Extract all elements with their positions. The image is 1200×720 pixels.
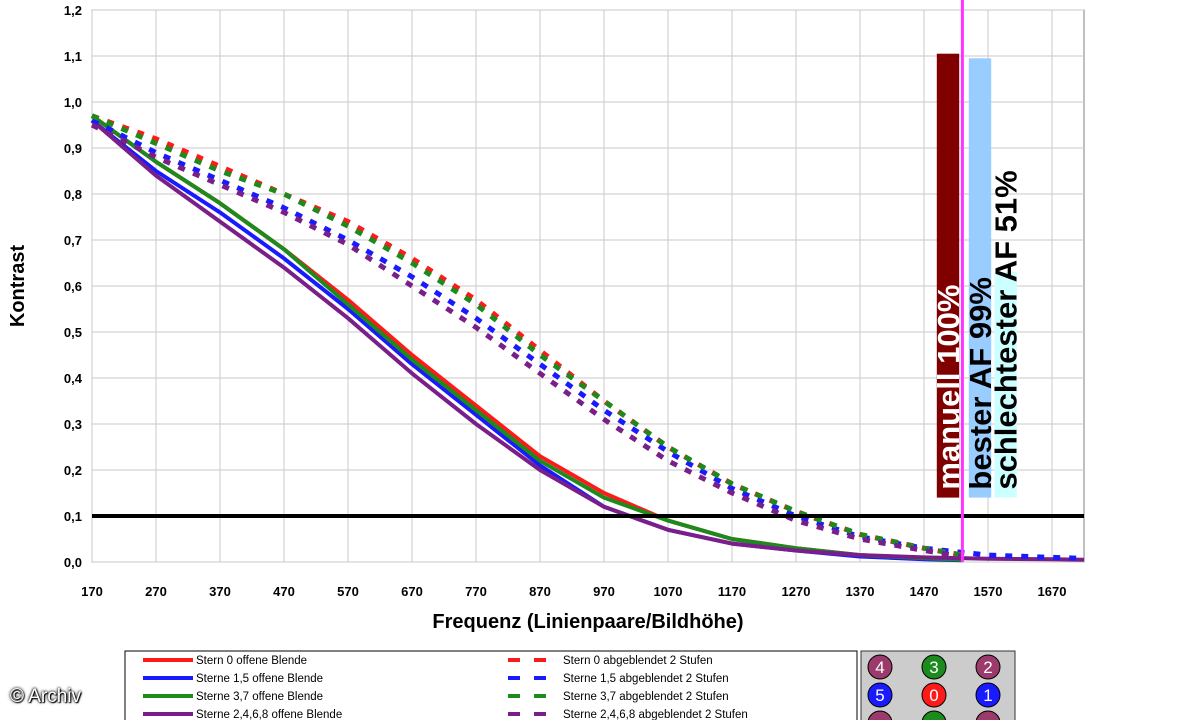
star-badge: [921, 710, 947, 720]
x-tick-label: 1470: [910, 584, 939, 599]
star-badge-label: 1: [983, 686, 992, 705]
legend-label: Sterne 2,4,6,8 abgeblendet 2 Stufen: [563, 709, 748, 720]
bar-label: manuell 100%: [931, 285, 966, 490]
bars: manuell 100%bester AF 99%schlechtester A…: [931, 53, 1024, 498]
y-tick-label: 0,4: [64, 371, 83, 386]
x-tick-label: 970: [593, 584, 615, 599]
x-tick-label: 1270: [782, 584, 811, 599]
legend: Stern 0 offene Blende Sterne 1,5 offene B…: [124, 650, 858, 720]
y-tick-label: 0,5: [64, 325, 82, 340]
legend-label: Stern 0 abgeblendet 2 Stufen: [563, 655, 713, 667]
star-badge: [867, 710, 893, 720]
star-badge-label: 4: [875, 658, 884, 677]
y-tick-label: 0,2: [64, 463, 82, 478]
legend-label: Sterne 3,7 abgeblendet 2 Stufen: [563, 691, 729, 703]
bar-rect: [936, 53, 960, 498]
bar-label: bester AF 99%: [963, 277, 998, 490]
star-badge-label: 2: [983, 658, 992, 677]
bar-label: schlechtester AF 51%: [989, 170, 1024, 489]
x-tick-label: 1070: [654, 584, 683, 599]
y-axis-title: Kontrast: [7, 245, 29, 328]
star-badge: [975, 682, 1001, 708]
tick-labels: 170 270 370 470 570 670 770 870 970 1070 1170 1270 1…: [64, 3, 1067, 599]
star-badge: [975, 654, 1001, 680]
x-tick-label: 1370: [846, 584, 875, 599]
threshold: [92, 0, 1084, 562]
x-tick-label: 270: [145, 584, 167, 599]
y-tick-label: 0,6: [64, 279, 82, 294]
x-axis-title: Frequenz (Linienpaare/Bildhöhe): [432, 611, 743, 633]
x-tick-label: 1570: [974, 584, 1003, 599]
series-line: [90, 122, 963, 559]
y-tick-label: 0,1: [64, 509, 82, 524]
credit-caption: © Archiv: [10, 686, 82, 707]
star-badge: [921, 654, 947, 680]
legend-label: Sterne 2,4,6,8 offene Blende: [196, 709, 342, 720]
y-tick-label: 0,0: [64, 555, 82, 570]
bar-rect: [968, 58, 992, 498]
y-tick-label: 1,2: [64, 3, 82, 18]
y-tick-label: 1,0: [64, 95, 82, 110]
star-badge: [975, 710, 1001, 720]
star-badge-label: 3: [929, 658, 938, 677]
legend-label: Sterne 1,5 offene Blende: [196, 673, 323, 685]
x-tick-label: 370: [209, 584, 231, 599]
y-tick-label: 0,9: [64, 141, 82, 156]
x-tick-label: 770: [465, 584, 487, 599]
star-badges: 4 3 2 5 0 1: [860, 650, 1016, 720]
x-tick-label: 870: [529, 584, 551, 599]
x-tick-label: 570: [337, 584, 359, 599]
legend-label: Sterne 1,5 abgeblendet 2 Stufen: [563, 673, 729, 685]
y-tick-label: 0,7: [64, 233, 82, 248]
star-badge: [867, 682, 893, 708]
bar-rect: [994, 272, 1017, 498]
x-tick-label: 1670: [1038, 584, 1067, 599]
y-tick-label: 0,3: [64, 417, 82, 432]
y-tick-label: 1,1: [64, 49, 82, 64]
legend-box: [124, 650, 858, 720]
legend-label: Sterne 3,7 offene Blende: [196, 691, 323, 703]
x-tick-label: 670: [401, 584, 423, 599]
legend-label: Stern 0 offene Blende: [196, 655, 307, 667]
x-tick-label: 470: [273, 584, 295, 599]
series-line: [90, 118, 1085, 562]
x-tick-label: 1170: [718, 584, 746, 599]
star-badge: [921, 682, 947, 708]
star-badge-label: 5: [875, 686, 884, 705]
star-badge-label: 0: [929, 686, 938, 705]
y-tick-label: 0,8: [64, 187, 82, 202]
star-badge: [867, 654, 893, 680]
series-line: [91, 113, 963, 558]
x-tick-label: 170: [81, 584, 103, 599]
series-line: [91, 113, 963, 558]
series: [90, 113, 1085, 563]
